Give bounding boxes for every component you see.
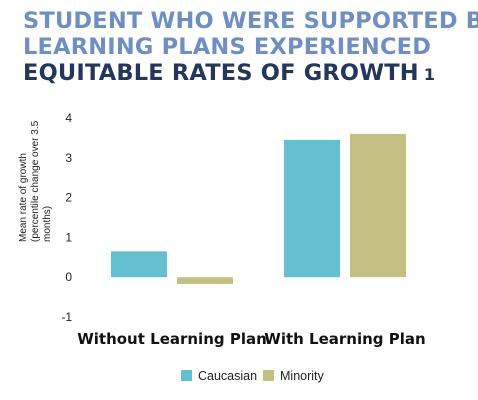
y-axis-label-line-1: Mean rate of growth [18,153,29,242]
x-category-label: Without Learning Plan [77,330,267,348]
y-tick-label: -1 [61,310,72,324]
legend-label-minority: Minority [280,369,325,383]
bar-caucasian-1 [111,251,167,278]
legend-swatch-minority [263,370,274,381]
y-axis-label-line-3: months) [42,206,53,242]
y-tick-label: 3 [65,151,72,165]
x-category-label: With Learning Plan [264,330,425,348]
title-line-2: LEARNING PLANS EXPERIENCED [23,34,432,60]
title-footnote-marker: 1 [423,65,436,84]
y-tick-label: 2 [65,191,72,205]
y-axis: -1 0 1 2 3 4 [61,111,72,324]
legend-swatch-caucasian [181,370,192,381]
y-axis-label: Mean rate of growth (percentile change o… [18,118,53,242]
y-tick-label: 0 [65,270,72,284]
bar-minority-1 [177,277,233,284]
title-line-1: STUDENT WHO WERE SUPPORTED BY [23,8,478,34]
y-tick-label: 4 [65,111,72,125]
title-line-3-text: EQUITABLE RATES OF GROWTH [23,60,419,86]
y-tick-label: 1 [65,230,72,244]
bar-caucasian-2 [284,139,340,278]
bar-minority-2 [350,133,406,278]
title-line-3: EQUITABLE RATES OF GROWTH 1 [23,60,478,88]
chart-title: STUDENT WHO WERE SUPPORTED BY LEARNING P… [23,8,478,88]
y-axis-label-line-2: (percentile change over 3.5 [30,120,41,242]
bars [111,133,406,284]
legend-label-caucasian: Caucasian [198,369,257,383]
legend: Caucasian Minority [181,369,325,383]
